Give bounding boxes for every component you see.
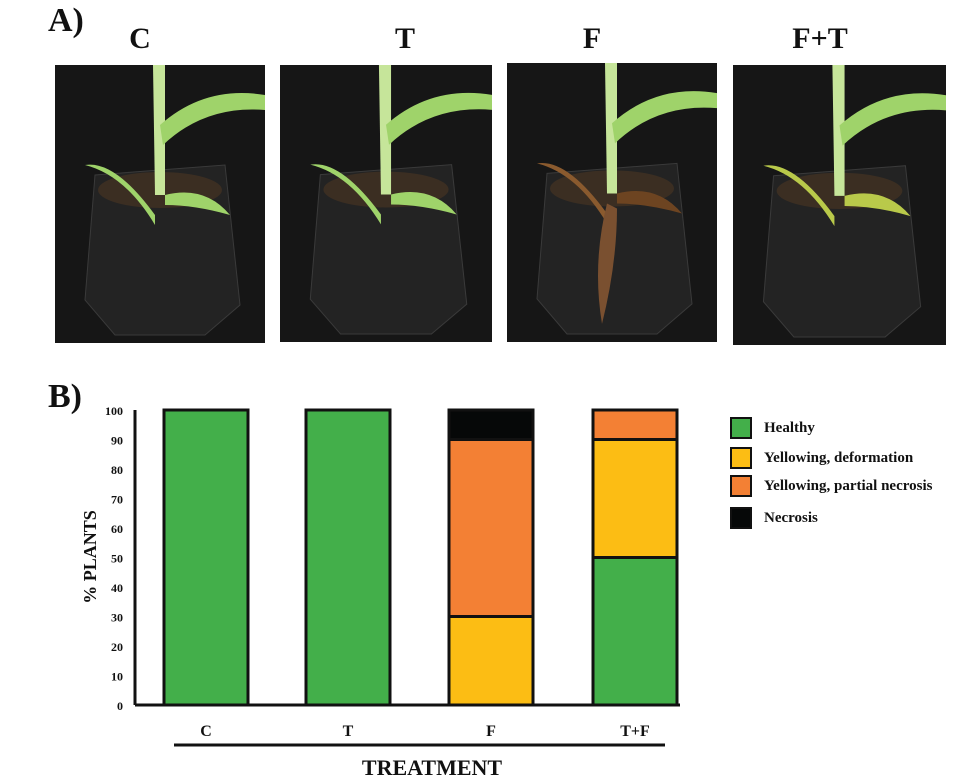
photo-t-plant bbox=[280, 65, 492, 342]
bar-segment-T+F-0 bbox=[591, 556, 679, 707]
y-tick-label: 80 bbox=[111, 463, 123, 477]
legend-label: Yellowing, partial necrosis bbox=[764, 477, 933, 494]
legend-swatch bbox=[730, 507, 752, 529]
legend-swatch bbox=[730, 475, 752, 497]
bar-segment-T-0 bbox=[304, 408, 392, 707]
bar-segment-T+F-2 bbox=[591, 408, 679, 441]
y-tick-label: 0 bbox=[117, 699, 123, 713]
legend-label: Healthy bbox=[764, 419, 815, 436]
bar-segment-F-1 bbox=[447, 615, 535, 707]
legend-item: Yellowing, partial necrosis bbox=[730, 475, 932, 497]
y-tick-label: 30 bbox=[111, 611, 123, 625]
legend-item: Necrosis bbox=[730, 507, 818, 529]
panel-b-label: B) bbox=[48, 378, 82, 415]
legend-swatch bbox=[730, 417, 752, 439]
x-tick-label: F bbox=[486, 723, 496, 740]
photo-label-ft: F+T bbox=[792, 22, 848, 55]
photo-f-plant bbox=[507, 63, 717, 342]
x-tick-label: C bbox=[200, 723, 212, 740]
y-tick-label: 50 bbox=[111, 552, 123, 566]
stacked-bar-chart: C T F T+F 0 10 20 30 40 50 60 70 80 90 100 % PLANTS TREA… bbox=[80, 404, 680, 780]
y-tick-label: 90 bbox=[111, 434, 123, 448]
legend-swatch bbox=[730, 447, 752, 469]
x-tick-label: T+F bbox=[620, 723, 650, 740]
x-tick-label: T bbox=[343, 723, 354, 740]
bar-segment-C-0 bbox=[162, 408, 250, 707]
x-axis-title: TREATMENT bbox=[362, 755, 502, 780]
bar-segment-F-3 bbox=[447, 408, 535, 441]
photo-ft-plant bbox=[733, 65, 946, 345]
bar-segment-T+F-1 bbox=[591, 438, 679, 559]
y-tick-label: 40 bbox=[111, 581, 123, 595]
panel-a-label: A) bbox=[48, 2, 84, 39]
y-tick-label: 60 bbox=[111, 522, 123, 536]
legend-item: Healthy bbox=[730, 417, 815, 439]
y-axis-title: % PLANTS bbox=[80, 510, 100, 604]
y-tick-label: 70 bbox=[111, 493, 123, 507]
y-tick-label: 10 bbox=[111, 670, 123, 684]
photo-control-plant bbox=[55, 65, 265, 343]
photo-label-c: C bbox=[129, 22, 151, 55]
photo-label-t: T bbox=[394, 22, 416, 55]
legend-label: Necrosis bbox=[764, 509, 818, 526]
photo-label-f: F bbox=[582, 22, 602, 55]
y-tick-label: 20 bbox=[111, 640, 123, 654]
y-tick-label: 100 bbox=[105, 404, 123, 418]
legend-item: Yellowing, deformation bbox=[730, 447, 913, 469]
bar-segment-F-2 bbox=[447, 438, 535, 618]
legend-label: Yellowing, deformation bbox=[764, 449, 914, 466]
